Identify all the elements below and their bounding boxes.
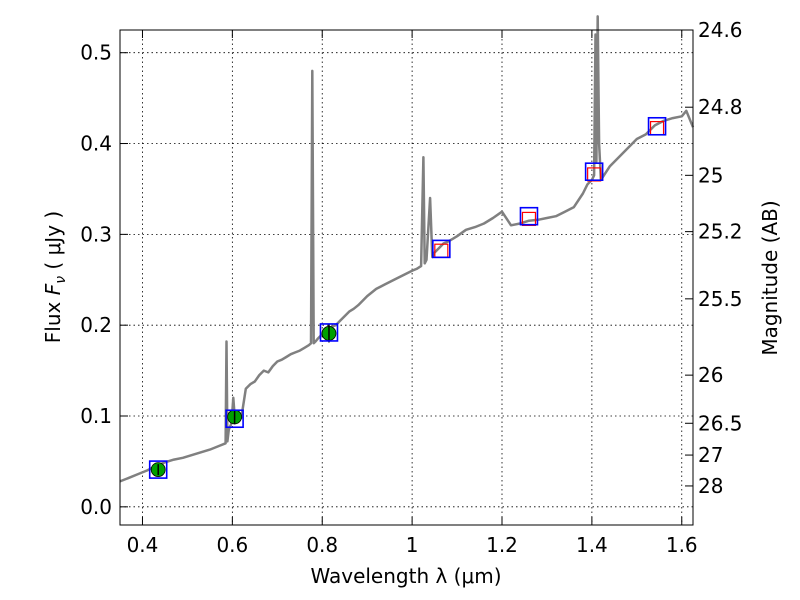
y-tick-label: 0.2 [80,313,112,337]
y2-tick-label: 26.5 [698,411,743,435]
x-tick-label: 1.6 [666,533,698,557]
y-tick-label: 0.0 [80,495,112,519]
red-square-marker [521,211,537,227]
y2-tick-label: 25 [698,163,723,187]
x-tick-label: 1.2 [486,533,518,557]
y2-tick-label: 26 [698,363,723,387]
x-tick-label: 1 [406,533,419,557]
x-tick-label: 0.8 [306,533,338,557]
y2-tick-label: 24.6 [698,18,743,42]
x-axis-label: Wavelength λ (μm) [310,564,501,588]
y-tick-label: 0.5 [80,41,112,65]
y2-tick-label: 24.8 [698,95,743,119]
blue-square-marker [519,206,539,226]
y-tick-label: 0.4 [80,132,112,156]
y2-tick-label: 25.5 [698,287,743,311]
y-tick-label: 0.1 [80,404,112,428]
y-tick-label: 0.3 [80,222,112,246]
y-axis-label: Flux Fν ( μJy ) [41,211,69,343]
labels-layer: 0.4 0.6 0.8 1 1.2 1.4 1.6 0.0 0.1 0.2 0.3 0.4 0.5 24.… [80,18,742,557]
x-tick-label: 0.4 [127,533,159,557]
y2-tick-label: 27 [698,443,723,467]
y2-tick-label: 25.2 [698,220,743,244]
blue-square-marker [584,162,604,181]
x-tick-label: 0.6 [216,533,248,557]
ticks-layer [120,29,693,525]
plot-frame [119,29,694,526]
spectrum-layer [119,15,695,483]
blue-square-marker [432,239,451,259]
spectrum-line [119,15,695,483]
y-axis-label-subscript: ν [53,276,69,284]
blue-square-marker [225,409,244,429]
markers-layer [148,116,667,479]
blue-square-marker [647,116,667,136]
y-axis-label-unit: ( μJy ) [41,211,65,276]
y2-tick-label: 28 [698,474,723,498]
y-axis-label-symbol: F [41,283,65,295]
blue-square-marker [148,460,168,479]
y2-axis-label: Magnitude (AB) [758,200,782,355]
y-axis-label-prefix: Flux [41,295,65,343]
blue-square-marker [319,323,339,342]
x-tick-label: 1.4 [576,533,608,557]
